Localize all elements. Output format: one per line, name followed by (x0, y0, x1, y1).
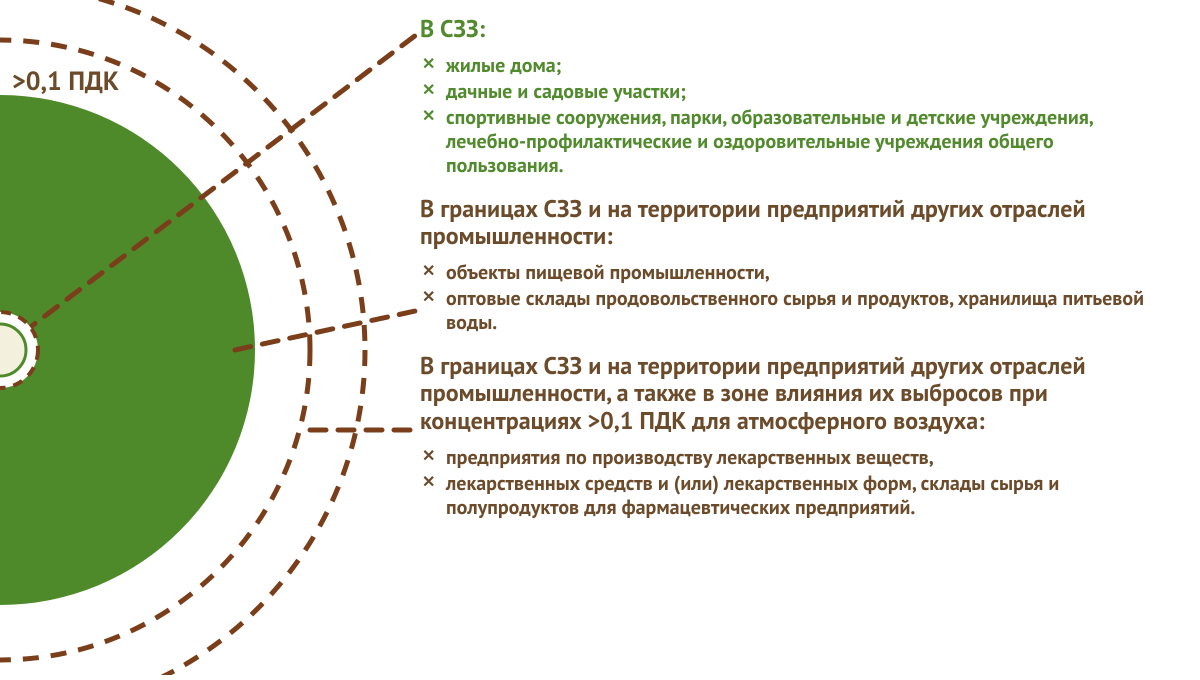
section2-heading: В границах СЗЗ и на территории предприят… (420, 195, 1160, 250)
section1-heading: В СЗЗ: (420, 15, 1160, 43)
list-item: жилые дома; (420, 53, 1160, 77)
list-item: лекарственных средств и (или) лекарствен… (420, 471, 1160, 519)
list-item: дачные и садовые участки; (420, 79, 1160, 103)
section2-list: объекты пищевой промышленности, оптовые … (420, 260, 1160, 334)
list-item: оптовые склады продовольственного сырья … (420, 286, 1160, 334)
list-item: предприятия по производству лекарственны… (420, 445, 1160, 469)
text-content: В СЗЗ: жилые дома; дачные и садовые учас… (420, 15, 1180, 675)
section1-list: жилые дома; дачные и садовые участки; сп… (420, 53, 1160, 177)
zones-diagram: >0,1 ПДК (0, 0, 420, 675)
list-item: объекты пищевой промышленности, (420, 260, 1160, 284)
list-item: спортивные сооружения, парки, образовате… (420, 105, 1160, 177)
section3-list: предприятия по производству лекарственны… (420, 445, 1160, 519)
section3-heading: В границах СЗЗ и на территории предприят… (420, 352, 1160, 435)
outer-zone-label: >0,1 ПДК (12, 65, 119, 98)
